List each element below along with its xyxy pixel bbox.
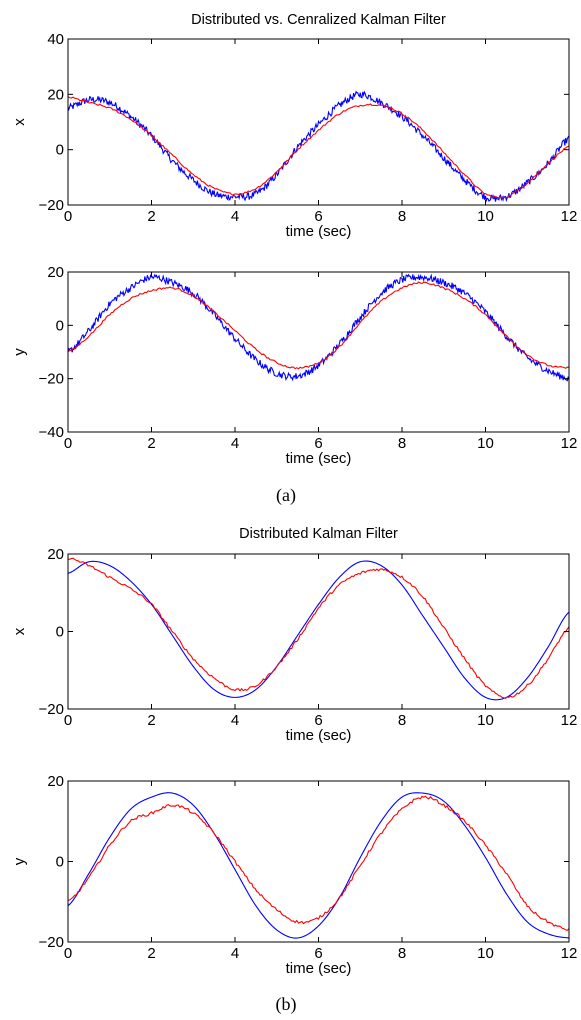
x-tick-label: 6 xyxy=(314,208,322,225)
series-red-line xyxy=(68,96,569,199)
x-axis-label: time (sec) xyxy=(286,223,352,240)
y-tick-label: −20 xyxy=(39,934,64,951)
series-red-line xyxy=(68,557,569,700)
series-red-line xyxy=(68,281,569,370)
y-axis-label: x xyxy=(11,118,28,126)
x-tick-label: 0 xyxy=(64,435,72,452)
x-tick-label: 8 xyxy=(398,945,406,962)
y-tick-label: 0 xyxy=(56,317,64,334)
x-tick-label: 0 xyxy=(64,712,72,729)
y-axis-label: y xyxy=(11,857,28,865)
x-tick-label: 2 xyxy=(147,208,155,225)
caption-b: (b) xyxy=(276,994,297,1015)
y-tick-label: 40 xyxy=(47,31,64,48)
series-blue-line xyxy=(68,560,569,701)
plot-frame xyxy=(67,271,570,433)
x-tick-label: 12 xyxy=(561,208,578,225)
x-tick-label: 2 xyxy=(147,945,155,962)
y-tick-label: 20 xyxy=(47,773,64,790)
x-tick-label: 8 xyxy=(398,208,406,225)
y-axis-label: y xyxy=(11,348,28,356)
x-tick-label: 12 xyxy=(561,435,578,452)
y-tick-label: 0 xyxy=(56,854,64,871)
x-tick-label: 0 xyxy=(64,945,72,962)
caption-a: (a) xyxy=(276,485,296,506)
x-tick-label: 4 xyxy=(231,945,239,962)
x-tick-label: 10 xyxy=(477,945,494,962)
x-tick-label: 2 xyxy=(147,435,155,452)
y-tick-label: −20 xyxy=(39,197,64,214)
series-blue-line xyxy=(68,792,569,939)
y-axis-label: x xyxy=(11,627,28,635)
chart-title: Distributed Kalman Filter xyxy=(239,526,398,542)
y-tick-label: −20 xyxy=(39,371,64,388)
x-tick-label: 8 xyxy=(398,712,406,729)
x-tick-label: 8 xyxy=(398,435,406,452)
x-axis-label: time (sec) xyxy=(286,450,352,467)
series-blue-line xyxy=(68,273,569,382)
series-blue-line xyxy=(68,90,569,203)
x-tick-label: 12 xyxy=(561,712,578,729)
y-tick-label: 0 xyxy=(56,142,64,159)
series-red-line xyxy=(68,795,569,931)
x-tick-label: 4 xyxy=(231,435,239,452)
plot-frame xyxy=(67,553,570,710)
x-tick-label: 10 xyxy=(477,435,494,452)
x-tick-label: 2 xyxy=(147,712,155,729)
chart-title: Distributed vs. Cenralized Kalman Filter xyxy=(191,12,446,28)
x-axis-label: time (sec) xyxy=(286,727,352,744)
x-tick-label: 4 xyxy=(231,712,239,729)
y-tick-label: 20 xyxy=(47,86,64,103)
x-tick-label: 6 xyxy=(314,435,322,452)
chart-panel-2: 0 2 4 6 8 10 12 −40 −20 0 20 time (sec) y xyxy=(11,264,577,467)
y-tick-label: 20 xyxy=(47,546,64,563)
x-tick-label: 6 xyxy=(314,712,322,729)
y-tick-label: −40 xyxy=(39,424,64,441)
x-tick-label: 6 xyxy=(314,945,322,962)
y-tick-label: −20 xyxy=(39,701,64,718)
x-tick-label: 0 xyxy=(64,208,72,225)
x-tick-label: 10 xyxy=(477,712,494,729)
x-axis-label: time (sec) xyxy=(286,960,352,977)
x-tick-label: 4 xyxy=(231,208,239,225)
x-tick-label: 10 xyxy=(477,208,494,225)
y-tick-label: 0 xyxy=(56,624,64,641)
y-tick-label: 20 xyxy=(47,264,64,281)
x-tick-label: 12 xyxy=(561,945,578,962)
